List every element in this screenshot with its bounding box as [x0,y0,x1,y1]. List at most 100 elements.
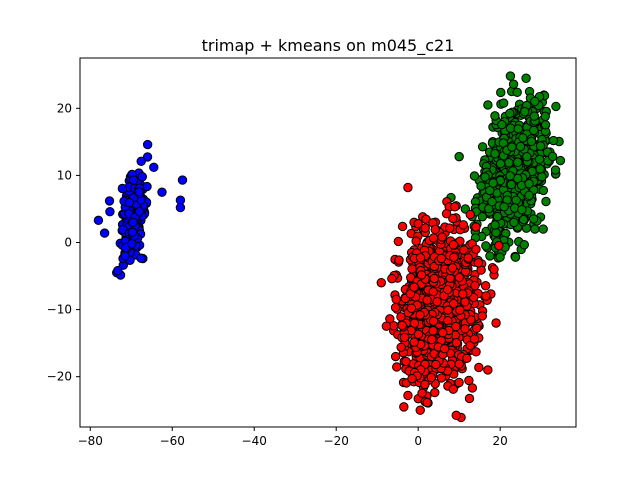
data-point [518,214,529,225]
data-point [524,179,534,189]
data-point [512,87,522,98]
data-point [411,236,421,246]
data-point [506,179,517,190]
data-point [429,273,439,284]
data-point [420,379,430,390]
data-point [472,323,482,333]
data-point [432,296,442,307]
data-point [454,359,464,369]
data-point [448,384,458,394]
data-point [491,318,501,328]
data-point [451,321,461,332]
data-point [518,133,528,143]
data-point [492,211,503,222]
data-point [535,141,546,151]
data-point [471,347,481,357]
data-point [521,73,531,83]
data-point [540,120,551,130]
x-tick-label: −40 [242,434,267,448]
data-point [413,329,424,339]
data-point [460,297,470,307]
data-point [522,152,532,162]
chart-title: trimap + kmeans on m045_c21 [202,36,455,56]
data-point [469,334,480,344]
data-point [477,212,488,222]
data-point [438,328,448,338]
axes-layer: −80 −60 −40 −20 0 20 −20 −10 0 10 20 [47,57,577,448]
data-point [127,227,138,237]
data-point [495,158,506,169]
data-point [124,198,135,208]
data-point [487,197,497,207]
data-point [127,239,137,249]
data-point [473,258,484,268]
series-0 [93,139,188,280]
data-point [516,180,527,191]
data-point [177,175,188,185]
data-point [381,321,392,331]
data-point [494,240,504,251]
data-point [430,224,440,235]
data-point [528,214,539,224]
data-point [464,375,474,386]
data-point [496,87,506,98]
data-point [417,388,427,398]
x-tick-label: −60 [160,434,185,448]
data-point [513,124,523,134]
data-point [485,185,495,196]
data-point [409,318,420,328]
data-point [454,151,464,162]
data-point [529,111,540,121]
data-point [490,111,500,121]
data-point [113,265,123,276]
data-point [441,208,452,219]
data-point [397,221,408,232]
data-point [483,100,493,110]
data-point [427,334,437,345]
data-point [431,359,441,370]
data-point [529,125,539,136]
data-point [458,289,468,299]
data-point [499,202,509,212]
data-point [490,149,500,159]
data-point [483,365,493,375]
data-point [505,123,516,133]
data-point [519,240,529,250]
y-tick-label: −10 [47,303,72,317]
data-point [498,98,509,108]
data-point [488,178,498,188]
data-point [490,220,500,230]
data-point [485,251,495,261]
data-point [128,175,139,185]
y-tick-label: 0 [64,236,72,250]
data-point [507,142,517,152]
data-point [477,142,488,152]
data-point [540,111,550,122]
data-point [530,224,540,234]
data-point [394,255,404,265]
data-point [136,156,146,166]
data-point [430,387,440,398]
data-point [469,171,480,181]
data-point [520,107,530,117]
data-point [515,141,526,152]
data-point [407,264,417,274]
data-point [444,223,455,233]
data-point [415,253,426,263]
data-point [99,228,110,238]
data-point [443,305,453,315]
data-point [397,320,407,331]
data-point [530,96,540,107]
data-point [104,196,115,206]
data-point [454,272,464,283]
data-point [451,410,461,421]
data-point [538,224,548,234]
data-point [474,362,484,373]
data-point [448,213,458,224]
data-point [538,185,549,196]
data-point [541,196,551,207]
data-point [428,326,438,336]
data-point [390,351,401,362]
